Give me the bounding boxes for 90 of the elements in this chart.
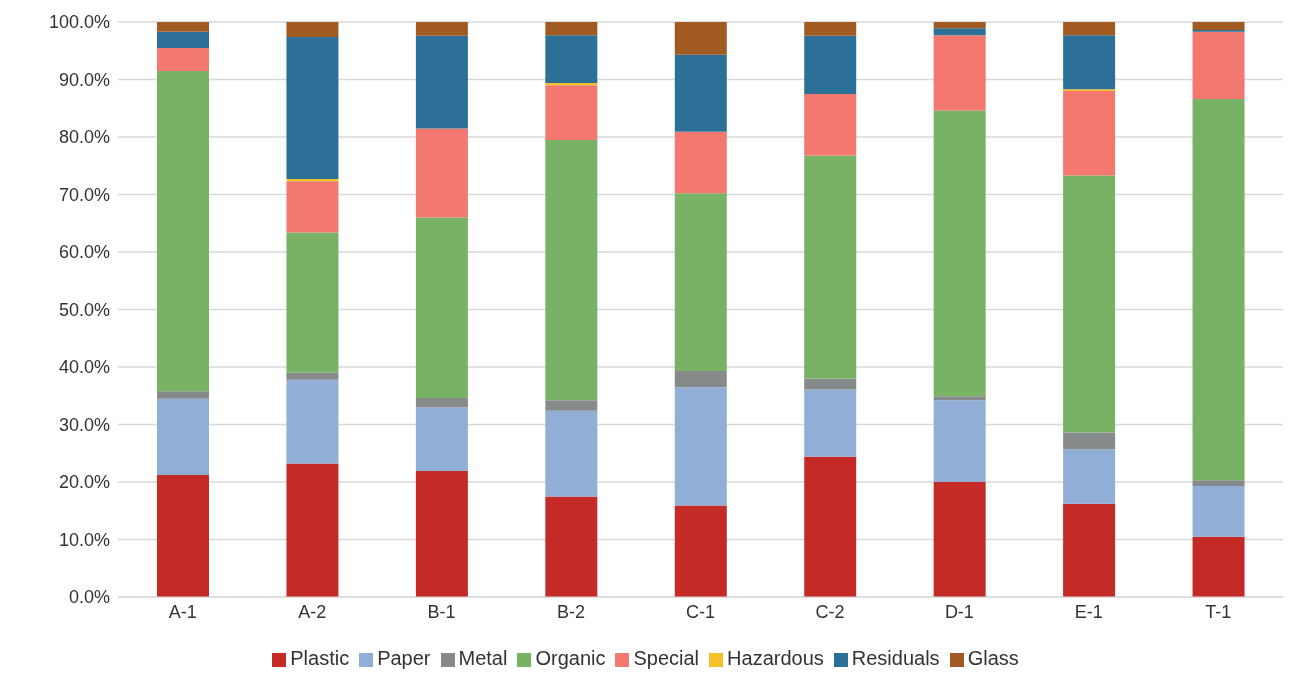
bar: [415, 407, 468, 472]
bar: [157, 398, 209, 476]
bar: [1192, 480, 1245, 487]
legend-label: Metal: [458, 647, 508, 669]
bar: [1063, 503, 1116, 597]
bar: [415, 128, 468, 218]
bar: [286, 22, 339, 37]
bar: [157, 22, 209, 32]
bar: [1192, 31, 1245, 100]
x-tick-label: E-1: [1074, 601, 1103, 622]
bar: [415, 35, 468, 129]
bar: [1192, 22, 1245, 31]
x-tick-label: B-2: [557, 601, 586, 622]
y-tick-label: 70.0%: [58, 184, 110, 205]
legend-label: Special: [633, 647, 700, 669]
bar: [674, 22, 727, 55]
bar: [545, 496, 598, 597]
bar: [1192, 99, 1245, 481]
bar: [933, 400, 986, 482]
bar: [804, 389, 857, 457]
legend-label: Organic: [535, 647, 606, 669]
bar: [804, 155, 857, 379]
bar: [674, 505, 727, 597]
bar: [933, 28, 986, 36]
bar: [545, 400, 598, 411]
legend-label: Residuals: [851, 647, 940, 669]
bar: [415, 22, 468, 36]
legend-label: Plastic: [290, 647, 350, 669]
bar: [804, 378, 857, 390]
y-tick-label: 0.0%: [68, 587, 110, 608]
bar: [804, 22, 857, 36]
bar: [1192, 486, 1245, 537]
bar: [674, 193, 727, 372]
bar: [1063, 175, 1116, 433]
bar: [157, 475, 209, 597]
x-tick-label: B-1: [427, 601, 456, 622]
bar: [157, 70, 209, 392]
x-tick-label: T-1: [1205, 601, 1232, 622]
bar: [157, 47, 209, 71]
bar: [1192, 536, 1245, 597]
x-tick-label: A-2: [298, 601, 327, 622]
bar: [545, 139, 598, 401]
bar: [933, 35, 986, 111]
y-tick-label: 30.0%: [58, 414, 110, 435]
bar: [933, 396, 986, 401]
bar: [286, 36, 339, 179]
bar: [1063, 432, 1116, 450]
bar: [1063, 35, 1116, 90]
legend-label: Glass: [967, 647, 1019, 669]
bar: [1063, 91, 1116, 176]
x-tick-label: D-1: [944, 601, 974, 622]
y-tick-label: 10.0%: [58, 529, 110, 550]
y-tick-label: 20.0%: [58, 472, 110, 493]
y-tick-label: 80.0%: [58, 127, 110, 148]
bar: [674, 387, 727, 506]
bar: [545, 410, 598, 497]
bar: [286, 232, 339, 373]
bar: [415, 398, 468, 408]
bar: [933, 482, 986, 597]
bar: [157, 31, 209, 48]
bar: [286, 181, 339, 233]
y-tick-label: 40.0%: [58, 357, 110, 378]
bar: [674, 54, 727, 132]
bar: [286, 372, 339, 380]
bar: [674, 131, 727, 194]
bar: [286, 379, 339, 464]
bar: [804, 456, 857, 597]
legend-label: Paper: [377, 647, 431, 669]
bar: [804, 35, 857, 94]
bar: [1063, 449, 1116, 504]
bar: [545, 35, 598, 83]
y-tick-label: 100.0%: [48, 12, 110, 33]
bar: [415, 471, 468, 597]
y-tick-label: 90.0%: [58, 69, 110, 90]
x-tick-label: C-1: [685, 601, 716, 622]
bar: [415, 217, 468, 399]
bar: [286, 463, 339, 597]
x-tick-label: A-1: [168, 601, 197, 622]
legend-label: Hazardous: [727, 647, 824, 669]
bar: [933, 110, 986, 397]
bar: [674, 371, 727, 388]
bar: [157, 391, 209, 399]
bar: [933, 22, 986, 29]
bar: [545, 22, 598, 36]
bar: [545, 85, 598, 140]
bar: [1063, 22, 1116, 36]
bar: [804, 93, 857, 156]
y-tick-label: 60.0%: [58, 242, 110, 263]
y-tick-label: 50.0%: [58, 299, 110, 320]
x-tick-label: C-2: [815, 601, 845, 622]
